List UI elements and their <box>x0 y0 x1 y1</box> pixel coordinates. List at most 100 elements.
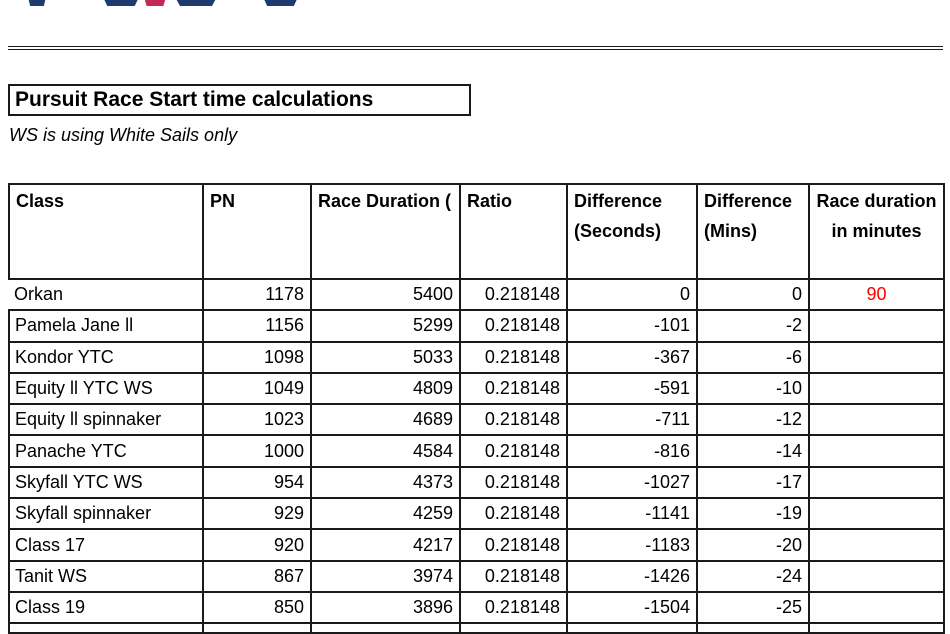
cell-duration[interactable]: 3974 <box>310 559 461 593</box>
cell-race-minutes[interactable] <box>808 622 945 634</box>
cell-class[interactable]: Orkan <box>9 277 204 312</box>
cell-diff-mins[interactable]: -2 <box>696 309 810 343</box>
column-header-race-duration[interactable]: Race Duration ( <box>310 183 461 280</box>
column-header-class[interactable]: Class <box>8 183 204 280</box>
cell-diff-mins[interactable]: -25 <box>696 590 810 625</box>
cell-diff-mins[interactable]: -20 <box>696 528 810 562</box>
cell-diff-seconds[interactable]: 0 <box>566 277 698 312</box>
cell-diff-seconds[interactable]: -711 <box>566 403 698 437</box>
cell-ratio[interactable]: 0.218148 <box>459 309 568 343</box>
cell-pn[interactable]: 850 <box>202 590 312 625</box>
cell-race-minutes[interactable] <box>808 465 945 500</box>
cell-pn[interactable]: 1023 <box>202 403 312 437</box>
cell-duration[interactable]: 4259 <box>310 497 461 531</box>
cell-pn[interactable] <box>202 622 312 634</box>
cell-race-minutes[interactable] <box>808 403 945 437</box>
cell-diff-mins[interactable]: -14 <box>696 434 810 468</box>
cell-diff-seconds[interactable]: -1504 <box>566 590 698 625</box>
column-header-difference-seconds[interactable]: Difference (Seconds) <box>566 183 698 280</box>
cell-race-minutes[interactable] <box>808 590 945 625</box>
cell-ratio[interactable]: 0.218148 <box>459 403 568 437</box>
cell-diff-seconds[interactable]: -101 <box>566 309 698 343</box>
table-row: Tanit WS 867 3974 0.218148 -1426 -24 <box>8 559 945 593</box>
cell-duration[interactable]: 4809 <box>310 371 461 406</box>
cell-diff-seconds[interactable]: -1426 <box>566 559 698 593</box>
cell-ratio[interactable]: 0.218148 <box>459 465 568 500</box>
table-row: Equity ll YTC WS 1049 4809 0.218148 -591… <box>8 371 945 406</box>
cell-duration[interactable]: 5033 <box>310 340 461 374</box>
cell-ratio[interactable]: 0.218148 <box>459 590 568 625</box>
cell-diff-mins[interactable]: -10 <box>696 371 810 406</box>
cell-diff-mins[interactable]: -17 <box>696 465 810 500</box>
cell-pn[interactable]: 1178 <box>202 277 312 312</box>
cell-pn[interactable]: 1049 <box>202 371 312 406</box>
cell-duration[interactable] <box>310 622 461 634</box>
cell-diff-seconds[interactable]: -816 <box>566 434 698 468</box>
cell-diff-mins[interactable]: -12 <box>696 403 810 437</box>
cell-diff-seconds[interactable] <box>566 622 698 634</box>
cell-duration[interactable]: 4689 <box>310 403 461 437</box>
cell-pn[interactable]: 867 <box>202 559 312 593</box>
cell-class[interactable]: Panache YTC <box>8 434 204 468</box>
cell-class[interactable]: Class 17 <box>8 528 204 562</box>
cell-diff-mins[interactable]: -24 <box>696 559 810 593</box>
cell-diff-mins[interactable] <box>696 622 810 634</box>
cell-diff-seconds[interactable]: -1141 <box>566 497 698 531</box>
cell-ratio[interactable] <box>459 622 568 634</box>
cell-diff-seconds[interactable]: -591 <box>566 371 698 406</box>
cell-race-minutes[interactable] <box>808 528 945 562</box>
cell-class[interactable]: Class 19 <box>8 590 204 625</box>
table-row: Pamela Jane ll 1156 5299 0.218148 -101 -… <box>8 309 945 343</box>
cell-class[interactable]: Equity ll spinnaker <box>8 403 204 437</box>
cell-duration[interactable]: 4584 <box>310 434 461 468</box>
cell-class[interactable]: Pamela Jane ll <box>8 309 204 343</box>
cell-pn[interactable]: 1156 <box>202 309 312 343</box>
cell-diff-mins[interactable]: -19 <box>696 497 810 531</box>
column-header-pn[interactable]: PN <box>202 183 312 280</box>
cell-class[interactable]: Skyfall spinnaker <box>8 497 204 531</box>
cell-diff-seconds[interactable]: -1183 <box>566 528 698 562</box>
cell-class[interactable]: Tanit WS <box>8 559 204 593</box>
table-row-partial <box>8 622 945 634</box>
cell-race-minutes[interactable] <box>808 497 945 531</box>
cell-ratio[interactable]: 0.218148 <box>459 371 568 406</box>
cell-duration[interactable]: 4373 <box>310 465 461 500</box>
cell-race-minutes[interactable] <box>808 559 945 593</box>
cell-duration[interactable]: 4217 <box>310 528 461 562</box>
cell-pn[interactable]: 929 <box>202 497 312 531</box>
cell-pn[interactable]: 1098 <box>202 340 312 374</box>
cell-pn[interactable]: 1000 <box>202 434 312 468</box>
toolbar-icon-fragment-3[interactable] <box>144 0 166 6</box>
cell-race-minutes[interactable] <box>808 309 945 343</box>
column-header-race-duration-minutes[interactable]: Race duration in minutes <box>808 183 945 280</box>
toolbar-icon-fragment-4[interactable] <box>175 0 217 6</box>
cell-race-minutes[interactable] <box>808 340 945 374</box>
column-header-difference-mins[interactable]: Difference (Mins) <box>696 183 810 280</box>
cell-ratio[interactable]: 0.218148 <box>459 497 568 531</box>
cell-class[interactable]: Equity ll YTC WS <box>8 371 204 406</box>
cell-duration[interactable]: 5299 <box>310 309 461 343</box>
cell-race-minutes[interactable]: 90 <box>808 277 945 312</box>
cell-ratio[interactable]: 0.218148 <box>459 528 568 562</box>
cell-diff-seconds[interactable]: -367 <box>566 340 698 374</box>
cell-diff-mins[interactable]: -6 <box>696 340 810 374</box>
cell-race-minutes[interactable] <box>808 371 945 406</box>
cell-class[interactable] <box>8 622 204 634</box>
cell-duration[interactable]: 3896 <box>310 590 461 625</box>
cell-ratio[interactable]: 0.218148 <box>459 559 568 593</box>
cell-diff-mins[interactable]: 0 <box>696 277 810 312</box>
column-header-ratio[interactable]: Ratio <box>459 183 568 280</box>
cell-pn[interactable]: 954 <box>202 465 312 500</box>
cell-class[interactable]: Kondor YTC <box>8 340 204 374</box>
cell-ratio[interactable]: 0.218148 <box>459 340 568 374</box>
cell-race-minutes[interactable] <box>808 434 945 468</box>
toolbar-icon-fragment-5[interactable] <box>263 0 298 6</box>
cell-ratio[interactable]: 0.218148 <box>459 277 568 312</box>
cell-class[interactable]: Skyfall YTC WS <box>8 465 204 500</box>
cell-ratio[interactable]: 0.218148 <box>459 434 568 468</box>
toolbar-icon-fragment-2[interactable] <box>103 0 139 6</box>
toolbar-icon-fragment-1[interactable] <box>28 0 46 6</box>
cell-diff-seconds[interactable]: -1027 <box>566 465 698 500</box>
cell-duration[interactable]: 5400 <box>310 277 461 312</box>
cell-pn[interactable]: 920 <box>202 528 312 562</box>
